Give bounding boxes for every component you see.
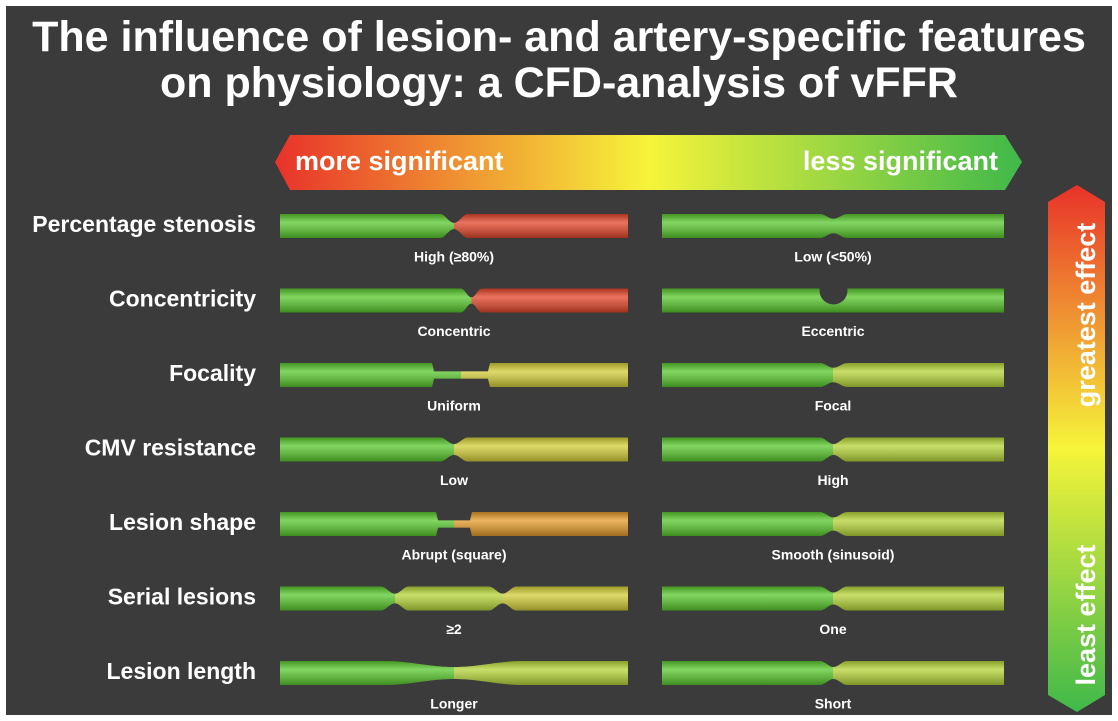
left-caption: Longer	[430, 696, 478, 712]
row-label: CMV resistance	[85, 435, 256, 461]
slide: more significant less significant greate…	[0, 0, 1118, 721]
vessel-shading	[280, 289, 628, 313]
left-caption: Concentric	[417, 323, 490, 339]
title: The influence of lesion- and artery-spec…	[20, 14, 1098, 106]
scale-top: greatest effect	[1071, 223, 1101, 408]
diagram: more significant less significant greate…	[0, 0, 1118, 721]
right-caption: Smooth (sinusoid)	[772, 547, 895, 563]
row-label: Lesion length	[107, 658, 257, 684]
row-label: Concentricity	[109, 286, 256, 312]
left-caption: Abrupt (square)	[402, 547, 507, 563]
left-caption: Uniform	[427, 398, 481, 414]
right-caption: One	[819, 621, 846, 637]
scale-left: more significant	[295, 146, 504, 176]
row-label: Focality	[169, 360, 256, 386]
scale-right: less significant	[803, 146, 998, 176]
scale-bottom: least effect	[1071, 544, 1101, 685]
right-caption: Short	[815, 696, 852, 712]
vessel-shading	[280, 587, 628, 611]
row-label: Lesion shape	[109, 509, 256, 535]
left-caption: ≥2	[446, 621, 462, 637]
right-caption: Low (<50%)	[794, 249, 871, 265]
left-caption: High (≥80%)	[414, 249, 494, 265]
eccentric-plaque	[820, 277, 848, 305]
row-label: Serial lesions	[108, 584, 256, 610]
left-caption: Low	[440, 472, 468, 488]
right-caption: Focal	[815, 398, 852, 414]
right-caption: Eccentric	[801, 323, 864, 339]
row-label: Percentage stenosis	[32, 211, 256, 237]
right-caption: High	[817, 472, 848, 488]
